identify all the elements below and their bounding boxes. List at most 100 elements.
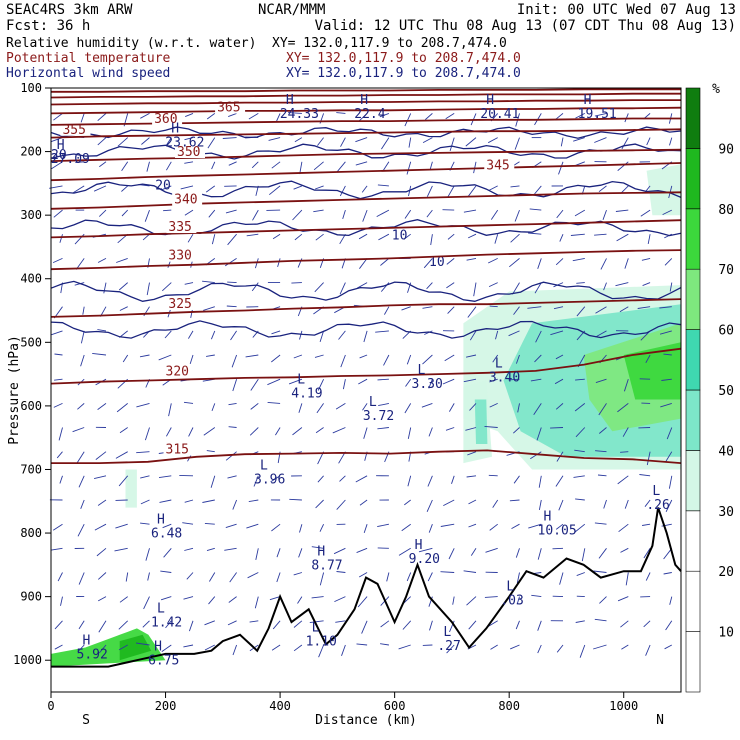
wind-vector <box>576 282 585 284</box>
wind-vector <box>534 185 542 195</box>
wind-vector <box>598 403 607 416</box>
x-axis-end-label: N <box>656 713 664 728</box>
theta-label-bg <box>152 111 183 125</box>
wind-vector <box>558 161 564 175</box>
extremum-kind-2: H <box>286 93 294 108</box>
wind-vector <box>617 403 629 413</box>
wind-vector <box>121 209 129 217</box>
wind-vector <box>469 330 477 341</box>
wind-vector <box>254 258 259 269</box>
wind-vector <box>335 403 346 410</box>
wind-vector <box>358 378 368 385</box>
wind-vector <box>444 354 455 362</box>
wind-vector <box>398 644 411 650</box>
wind-vector <box>338 330 346 340</box>
wind-vector <box>669 282 673 292</box>
wind-vector <box>602 209 607 220</box>
wind-vector <box>313 209 324 213</box>
wind-vector <box>115 451 128 459</box>
colorbar-swatch <box>685 450 701 512</box>
theta-contour-330 <box>50 249 682 271</box>
wind-vector <box>381 137 390 150</box>
x-axis-start-label: S <box>82 713 90 728</box>
wind-vector <box>398 547 411 556</box>
colorbar-tick-label: 50 <box>718 384 734 399</box>
wind-vector <box>445 427 455 431</box>
wind-vector <box>59 234 63 243</box>
extremum-kind-14: H <box>544 509 552 524</box>
wind-vector <box>145 548 150 561</box>
wind-vector <box>361 185 368 193</box>
wind-vector <box>489 378 498 383</box>
wind-vector <box>448 548 455 560</box>
colorbar-tick-label: 10 <box>718 626 734 641</box>
wind-vector <box>550 330 564 336</box>
field-rh-xy: XY= 132.0,117.9 to 208.7,474.0 <box>272 36 507 51</box>
wind-vector <box>361 620 368 634</box>
wind-vector <box>276 548 281 558</box>
wind-vector <box>404 113 412 127</box>
extremum-kind-3: H <box>360 93 368 108</box>
wind-vector <box>379 112 390 118</box>
theta-label-330: 330 <box>168 249 191 264</box>
wind-vector <box>513 475 520 484</box>
wind-vector <box>339 475 346 482</box>
wind-vector <box>537 258 542 269</box>
y-tick-label: 600 <box>20 399 42 413</box>
wind-vector <box>80 113 85 123</box>
wind-vector <box>488 185 498 192</box>
wind-vector <box>342 379 346 390</box>
wind-vector <box>355 161 368 166</box>
run-name: SEAC4RS 3km ARW <box>6 2 133 18</box>
wind-vector <box>422 137 433 143</box>
theta-label-bg <box>166 296 197 310</box>
theta-label-bg <box>175 145 205 159</box>
wind-vector <box>487 137 498 144</box>
theta-label-bg <box>60 122 91 136</box>
colorbar-swatch <box>685 389 701 451</box>
extremum-value-12: 8.77 <box>311 558 342 573</box>
wind-vector <box>51 161 63 170</box>
wind-vector <box>336 112 346 114</box>
wind-vector <box>509 258 520 268</box>
y-tick-label: 1000 <box>13 653 42 667</box>
wind-vector <box>576 572 585 577</box>
wind-vector <box>119 596 128 603</box>
extremum-kind-13: H <box>415 538 423 553</box>
wind-vector <box>466 596 477 606</box>
wind-vector <box>293 644 303 652</box>
wind-vector <box>446 644 455 654</box>
colorbar-swatch <box>685 208 701 270</box>
wind-vector <box>510 185 520 188</box>
wind-vector <box>594 618 607 622</box>
wind-vector <box>555 475 564 487</box>
wind-vector <box>358 233 368 240</box>
wind-vector <box>663 353 672 356</box>
theta-contour-365 <box>50 106 682 115</box>
wind-vector <box>116 403 128 413</box>
wind-vector <box>484 425 498 428</box>
extremum-kind-10: L <box>260 458 268 473</box>
wind-vector <box>269 596 281 601</box>
wind-vector <box>208 209 216 218</box>
wind-vector <box>531 594 542 598</box>
wind-vector <box>640 209 651 217</box>
wind-vector <box>615 282 629 287</box>
wind-vector <box>622 427 629 437</box>
wind-vector <box>581 548 586 562</box>
wind-vector <box>313 161 324 171</box>
colorbar-swatch <box>685 631 701 693</box>
wind-vector <box>384 306 390 315</box>
wind-vector <box>620 451 629 453</box>
plot-frame <box>50 87 682 693</box>
wind-vector <box>554 378 564 385</box>
wind-vector <box>447 185 455 197</box>
wind-vector <box>556 644 564 653</box>
wind-vector <box>205 185 216 193</box>
wind-vector <box>208 596 216 605</box>
wind-vector <box>97 258 107 263</box>
wind-vector <box>272 620 281 630</box>
wind-vector <box>52 257 63 264</box>
wind-vector <box>620 547 629 553</box>
wind-vector <box>57 572 63 582</box>
